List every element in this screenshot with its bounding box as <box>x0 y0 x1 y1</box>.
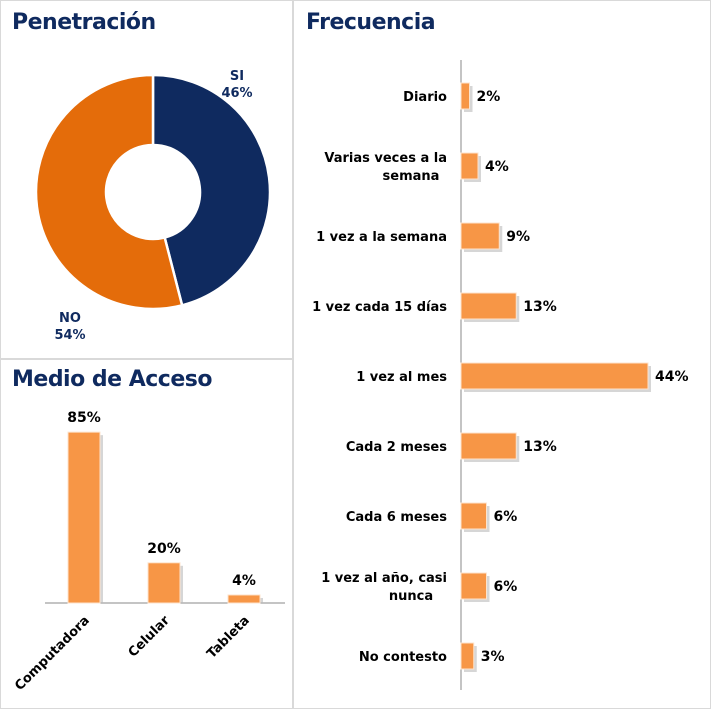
category-label: Diario <box>403 90 447 105</box>
bar <box>460 362 649 390</box>
category-label: Celular <box>126 613 174 661</box>
data-label: 20% <box>147 541 181 557</box>
category-label: Computadora <box>12 613 93 694</box>
category-label: Tableta <box>204 613 252 661</box>
bar <box>460 572 487 600</box>
bar <box>460 432 517 460</box>
data-label: 85% <box>67 410 101 426</box>
data-label: 3% <box>481 649 505 665</box>
bar <box>460 642 475 670</box>
medio-acceso-panel <box>0 358 293 709</box>
bar <box>460 82 470 110</box>
category-label-cont: semana <box>383 169 440 184</box>
slice-value: 54% <box>54 328 85 343</box>
data-label: 13% <box>523 299 557 315</box>
bar <box>460 222 500 250</box>
category-label: 1 vez cada 15 días <box>312 300 447 315</box>
data-label: 4% <box>485 159 509 175</box>
data-label: 6% <box>494 509 518 525</box>
penetracion-title: Penetración <box>12 10 156 35</box>
frecuencia-title: Frecuencia <box>306 10 436 35</box>
data-label: 9% <box>506 229 530 245</box>
category-label: Varias veces a la <box>324 151 447 166</box>
category-label-cont: nunca <box>389 589 433 604</box>
frecuencia-panel <box>293 0 711 709</box>
category-label: Cada 2 meses <box>346 440 447 455</box>
category-label: 1 vez a la semana <box>316 230 447 245</box>
medio-acceso-title: Medio de Acceso <box>12 367 212 392</box>
data-label: 13% <box>523 439 557 455</box>
data-label: 6% <box>494 579 518 595</box>
category-label: Cada 6 meses <box>346 510 447 525</box>
bar <box>460 502 487 530</box>
penetracion-panel <box>0 0 293 360</box>
data-label: 4% <box>232 573 256 589</box>
data-label: 44% <box>655 369 689 385</box>
donut-slice-no <box>34 73 184 311</box>
bar-tableta <box>227 594 261 604</box>
slice-value: 46% <box>221 86 252 101</box>
slice-label: NO <box>59 311 81 326</box>
category-label: 1 vez al mes <box>356 370 447 385</box>
donut-slice-si <box>151 73 272 307</box>
category-label: 1 vez al año, casi <box>321 571 447 586</box>
category-label: No contesto <box>359 650 447 665</box>
bar <box>460 152 479 180</box>
bar-computadora <box>67 431 101 604</box>
data-label: 2% <box>477 89 501 105</box>
bar <box>460 292 517 320</box>
bar-celular <box>147 562 181 604</box>
slice-label: SI <box>230 69 244 84</box>
